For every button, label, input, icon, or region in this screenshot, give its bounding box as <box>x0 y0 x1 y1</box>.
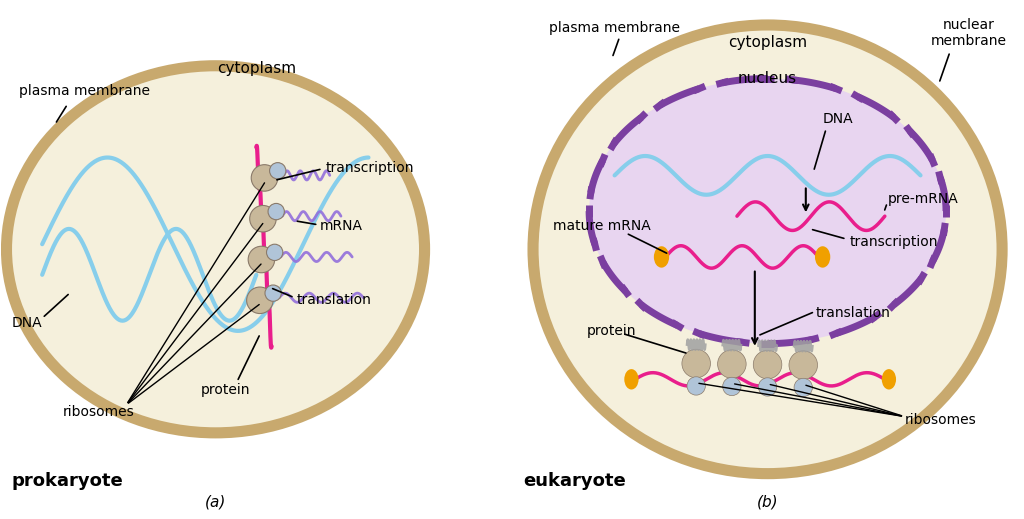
Text: pre-mRNA: pre-mRNA <box>888 193 958 207</box>
Circle shape <box>687 377 706 395</box>
Text: nucleus: nucleus <box>738 71 797 86</box>
Ellipse shape <box>815 246 830 268</box>
Ellipse shape <box>534 25 1002 474</box>
Text: transcription: transcription <box>849 235 938 249</box>
Circle shape <box>754 350 782 379</box>
Circle shape <box>265 285 282 302</box>
Text: DNA: DNA <box>11 316 42 330</box>
Circle shape <box>251 165 278 191</box>
Text: translation: translation <box>816 306 891 320</box>
Circle shape <box>250 206 276 232</box>
Circle shape <box>759 378 777 396</box>
Circle shape <box>268 203 285 220</box>
Text: plasma membrane: plasma membrane <box>549 21 680 35</box>
Text: eukaryote: eukaryote <box>523 472 626 490</box>
Text: DNA: DNA <box>822 112 853 126</box>
Text: ribosomes: ribosomes <box>62 405 134 419</box>
Text: translation: translation <box>297 293 372 307</box>
Circle shape <box>718 350 746 378</box>
Circle shape <box>788 351 817 379</box>
Ellipse shape <box>654 246 669 268</box>
Circle shape <box>266 244 283 261</box>
Text: protein: protein <box>587 324 636 338</box>
Text: cytoplasm: cytoplasm <box>217 61 296 76</box>
Ellipse shape <box>882 369 896 390</box>
Circle shape <box>247 287 273 313</box>
Circle shape <box>723 377 741 395</box>
Text: prokaryote: prokaryote <box>11 472 123 490</box>
Circle shape <box>269 162 286 179</box>
Text: nuclear
membrane: nuclear membrane <box>931 18 1007 48</box>
Circle shape <box>248 246 274 273</box>
Text: mature mRNA: mature mRNA <box>553 220 650 234</box>
Text: protein: protein <box>201 383 251 397</box>
Text: (b): (b) <box>757 494 778 509</box>
Ellipse shape <box>625 369 639 390</box>
Circle shape <box>682 349 711 378</box>
Text: transcription: transcription <box>326 161 414 175</box>
Text: cytoplasm: cytoplasm <box>728 35 807 50</box>
Text: (a): (a) <box>205 494 226 509</box>
Text: ribosomes: ribosomes <box>905 413 977 427</box>
Circle shape <box>794 378 812 397</box>
Text: plasma membrane: plasma membrane <box>19 84 151 98</box>
Text: mRNA: mRNA <box>321 220 364 234</box>
Ellipse shape <box>589 78 946 344</box>
Ellipse shape <box>6 66 425 433</box>
